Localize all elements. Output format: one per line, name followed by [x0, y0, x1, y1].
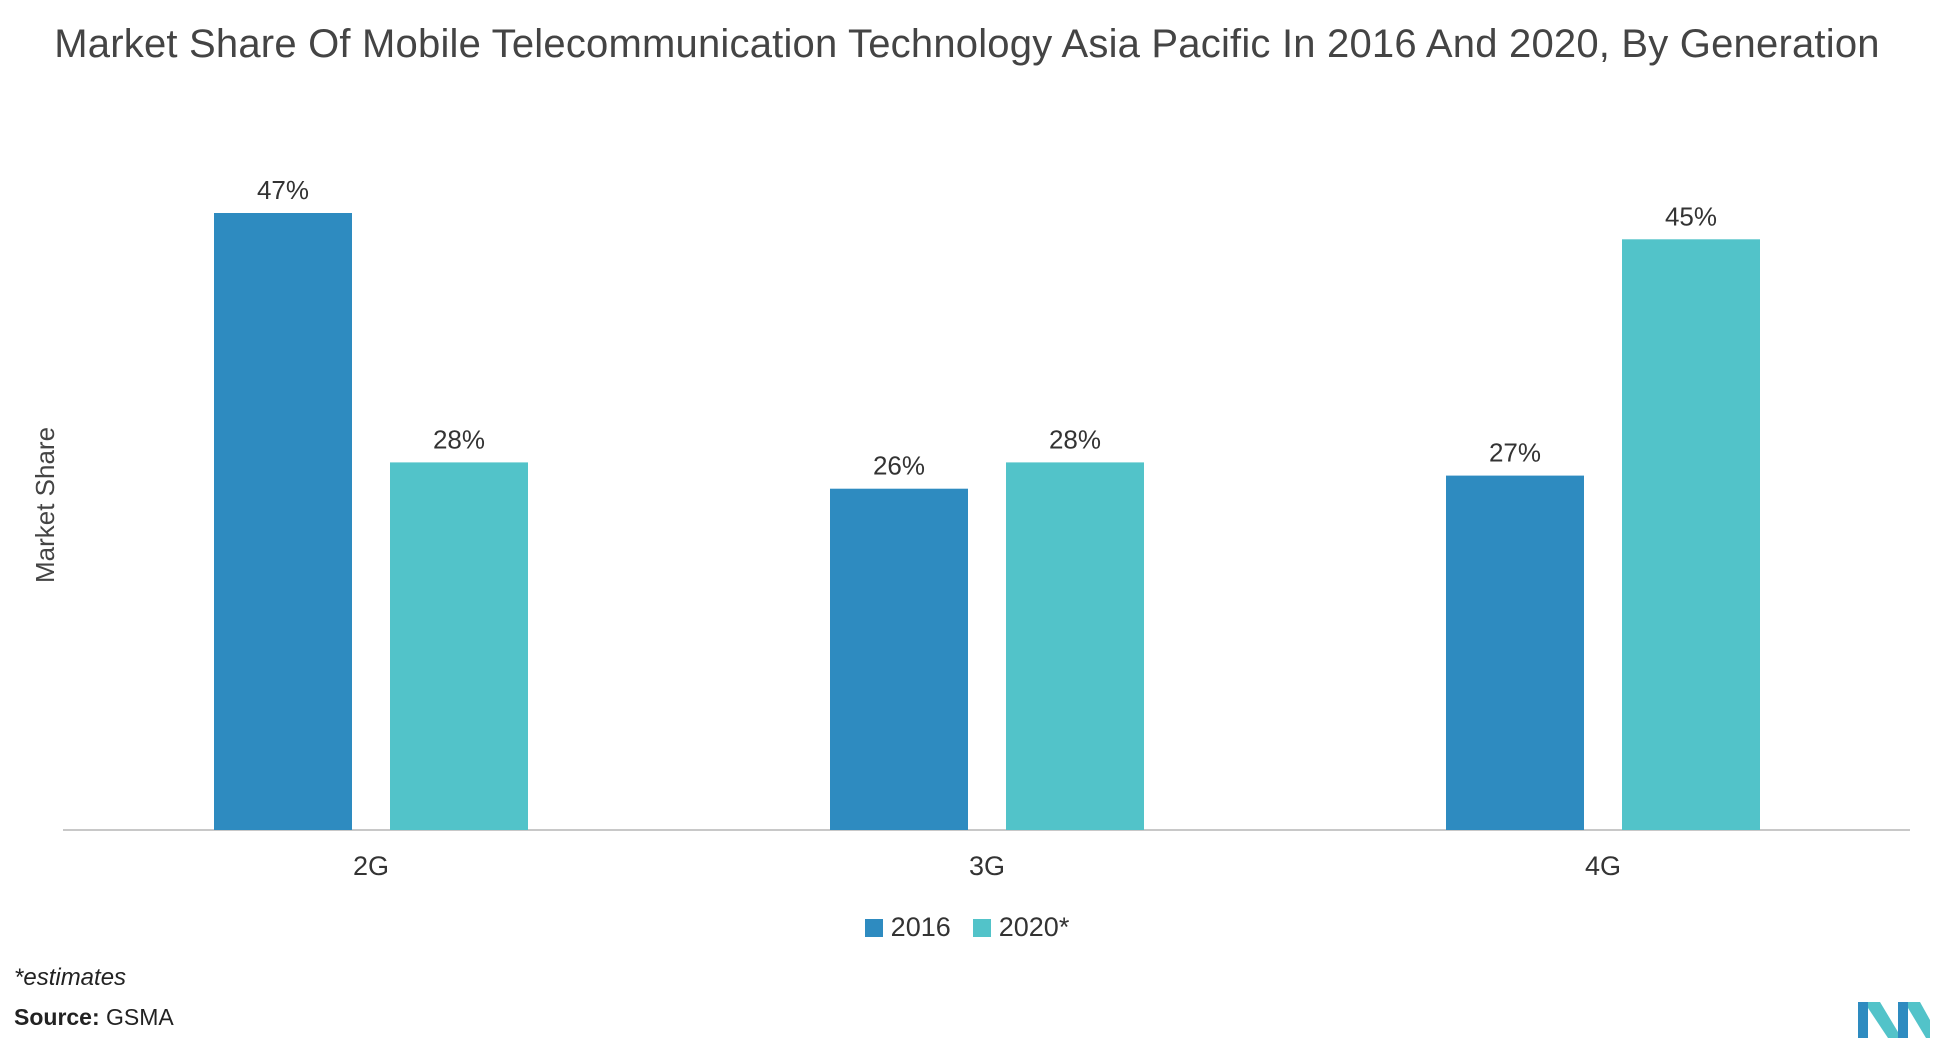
data-label-4G-2016: 27%	[1489, 438, 1541, 468]
source-label: Source:	[14, 1004, 100, 1030]
x-tick-label-2G: 2G	[353, 851, 389, 881]
data-label-2G-2016: 47%	[257, 175, 309, 205]
footnote: *estimates	[14, 964, 127, 991]
legend-item-2020: 2020*	[972, 912, 1070, 943]
data-label-4G-2020: 45%	[1665, 201, 1717, 231]
bar-3G-2016	[830, 488, 968, 830]
bar-3G-2020	[1006, 462, 1144, 830]
bar-2G-2020	[390, 462, 528, 830]
source-line: Source: GSMA	[14, 1004, 174, 1031]
legend-swatch-2020	[972, 918, 991, 937]
legend-item-2016: 2016	[864, 912, 951, 943]
legend-label-2020: 2020*	[998, 912, 1070, 942]
bars-group	[214, 213, 1760, 831]
data-label-3G-2016: 26%	[873, 451, 925, 481]
x-tick-label-3G: 3G	[969, 851, 1005, 881]
data-labels-group: 47% 28% 26% 28% 27% 45%	[257, 175, 1717, 481]
data-label-2G-2020: 28%	[433, 424, 485, 454]
data-label-3G-2020: 28%	[1049, 424, 1101, 454]
chart-title: Market Share Of Mobile Telecommunication…	[54, 22, 1880, 66]
bar-chart: Market Share 47% 28% 26% 28% 27% 45% 2G 3G 4G	[30, 175, 1910, 881]
x-tick-label-4G: 4G	[1585, 851, 1621, 881]
legend-swatch-2016	[864, 918, 883, 937]
y-axis-label: Market Share	[30, 427, 60, 583]
bar-4G-2016	[1446, 475, 1584, 830]
x-tick-labels-group: 2G 3G 4G	[353, 851, 1621, 881]
bar-2G-2016	[214, 213, 352, 830]
legend-label-2016: 2016	[890, 912, 951, 942]
legend: 2016 2020*	[0, 912, 1934, 943]
mordor-intelligence-logo-icon	[1858, 1002, 1930, 1038]
source-value: GSMA	[106, 1004, 174, 1030]
bar-4G-2020	[1622, 239, 1760, 831]
